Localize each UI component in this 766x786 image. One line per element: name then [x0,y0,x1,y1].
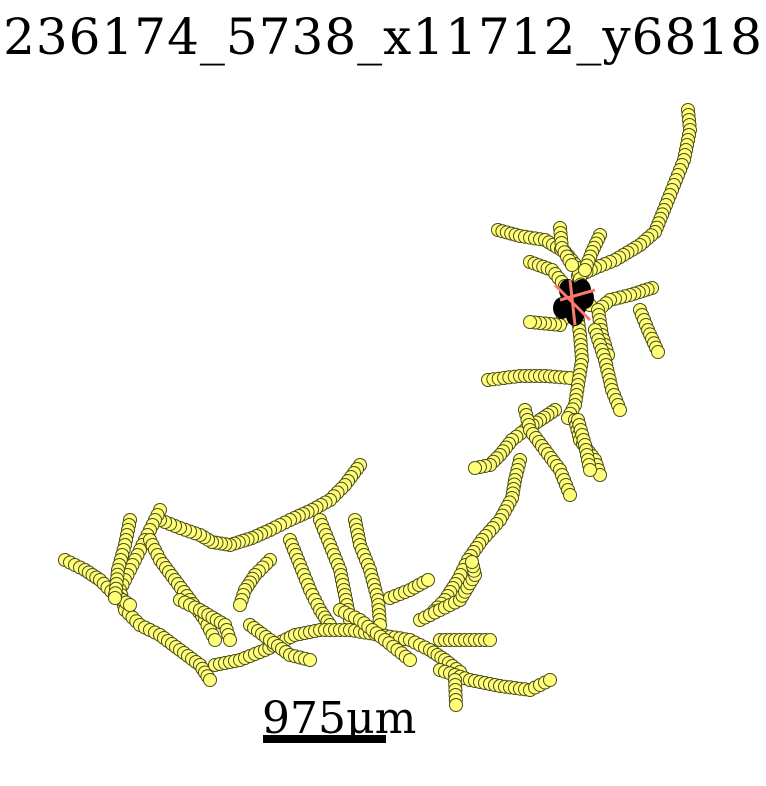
figure-title: 236174_5738_x11712_y6818 [3,8,763,66]
neurite-node [613,403,627,417]
soma-blob [573,279,591,301]
neurite-node [468,461,482,475]
neurite-node [208,633,222,647]
neurite-node [108,591,122,605]
neurite-node [651,345,665,359]
neurite-node [465,555,479,569]
neurite-node [223,633,237,647]
scale-bar [263,735,386,743]
neurite-node [123,598,137,612]
neurite-node [578,263,592,277]
neurite-node [523,315,537,329]
neurite-node [403,653,417,667]
soma-edge [568,279,577,326]
neurite-node [421,573,435,587]
soma-marker [553,279,596,326]
neurite-node [303,653,317,667]
scale-bar-label: 975μm [262,693,417,744]
neurite-node [203,673,217,687]
soma-edge [559,288,596,302]
neurite-node [483,633,497,647]
neurite-node [583,463,597,477]
neurite-node [449,698,463,712]
neurite-node [565,258,579,272]
neurite-node [543,673,557,687]
neurite-node [233,598,247,612]
neurite-node [563,488,577,502]
neurite-nodes [58,103,697,712]
